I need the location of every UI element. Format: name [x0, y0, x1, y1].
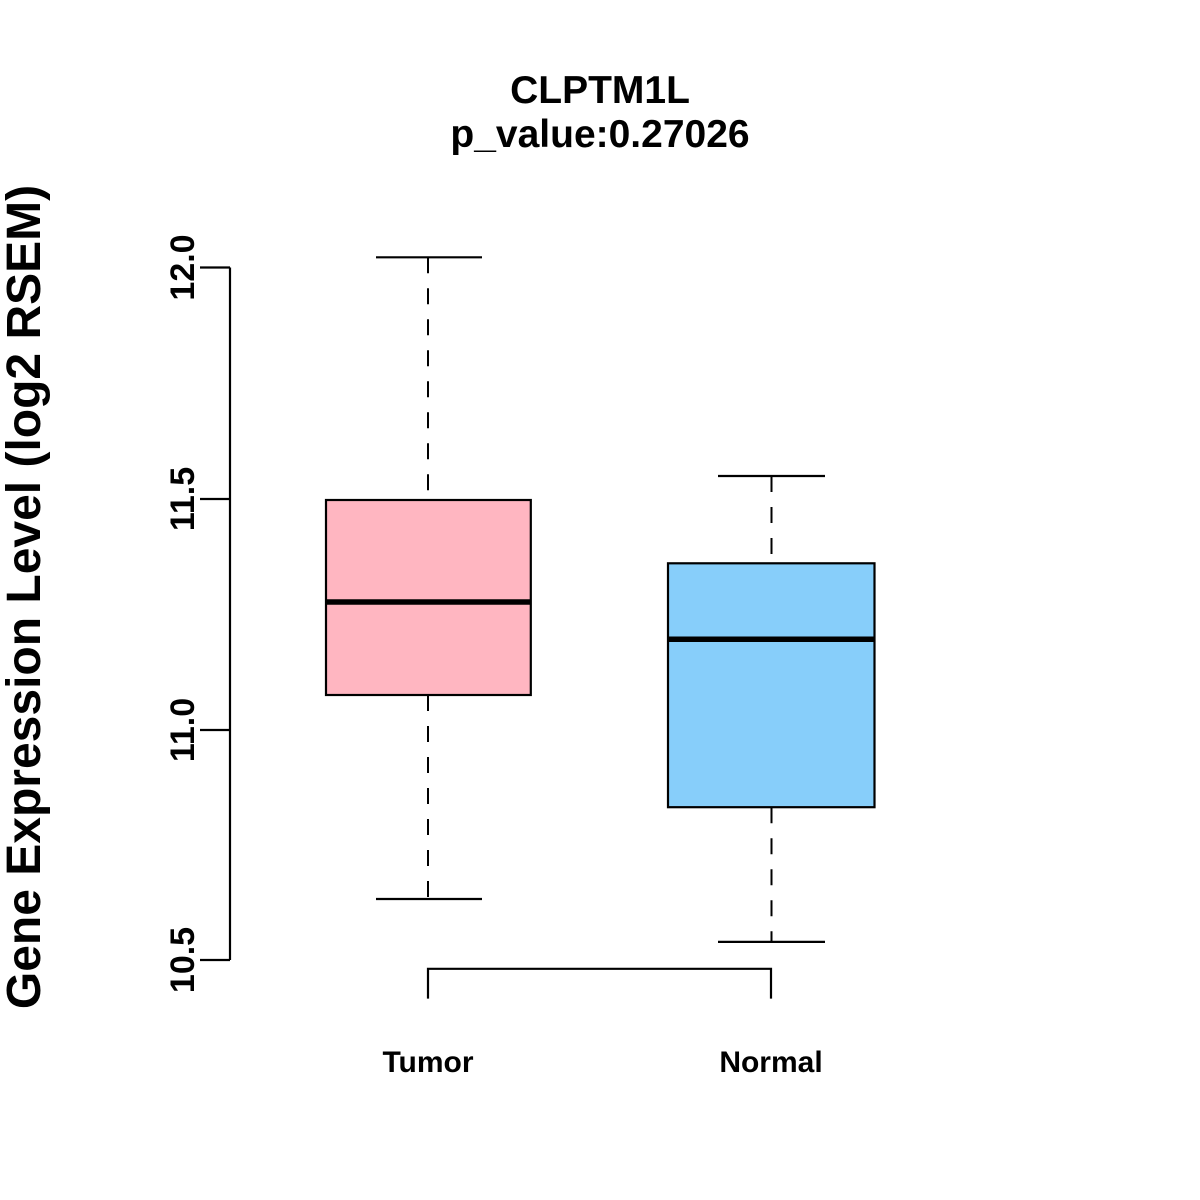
- svg-text:11.5: 11.5: [164, 467, 202, 531]
- svg-text:10.5: 10.5: [164, 927, 202, 993]
- svg-text:11.0: 11.0: [164, 698, 202, 762]
- svg-text:Gene Expression Level (log2 RS: Gene Expression Level (log2 RSEM): [0, 185, 51, 1009]
- svg-text:12.0: 12.0: [164, 234, 202, 300]
- svg-text:Normal: Normal: [719, 1046, 822, 1079]
- svg-text:Tumor: Tumor: [382, 1046, 473, 1079]
- svg-text:CLPTM1L: CLPTM1L: [510, 69, 690, 112]
- svg-text:p_value:0.27026: p_value:0.27026: [450, 113, 749, 156]
